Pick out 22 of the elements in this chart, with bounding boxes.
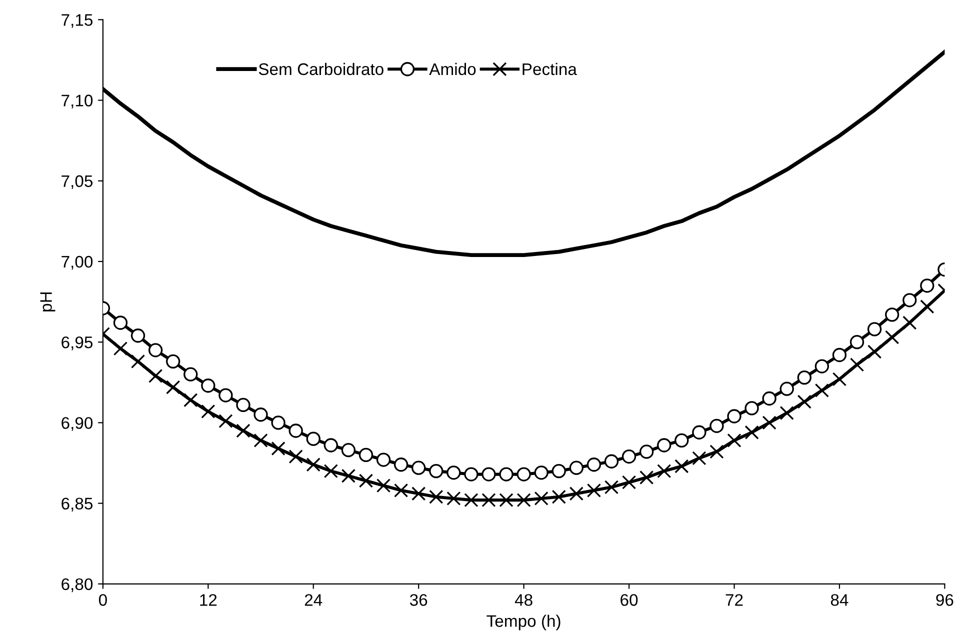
- y-tick-label: 7,05: [62, 175, 93, 190]
- y-tick-label: 7,10: [62, 94, 93, 108]
- x-tick-label: 60: [620, 594, 638, 606]
- y-axis-title: pH: [40, 292, 56, 312]
- y-tick-label: 6,90: [62, 417, 93, 431]
- x-tick-label: 96: [936, 594, 954, 606]
- legend-label: Amido: [429, 62, 476, 76]
- x-tick-label: 72: [726, 594, 743, 606]
- y-tick-label: 6,95: [62, 336, 93, 350]
- x-tick-label: 48: [514, 594, 532, 606]
- y-tick-label: 6,80: [62, 578, 93, 592]
- x-axis-title: Tempo (h): [486, 614, 560, 630]
- x-tick-label: 24: [304, 594, 322, 606]
- y-tick-label: 6,85: [62, 498, 93, 512]
- legend-label: Sem Carboidrato: [258, 62, 384, 76]
- x-tick-label: 84: [830, 594, 848, 606]
- x-tick-label: 0: [98, 594, 107, 606]
- y-tick-label: 7,00: [62, 256, 93, 270]
- x-tick-label: 12: [200, 594, 217, 606]
- legend-label: Pectina: [522, 62, 577, 76]
- x-tick-label: 36: [410, 594, 428, 606]
- y-tick-label: 7,15: [62, 14, 93, 28]
